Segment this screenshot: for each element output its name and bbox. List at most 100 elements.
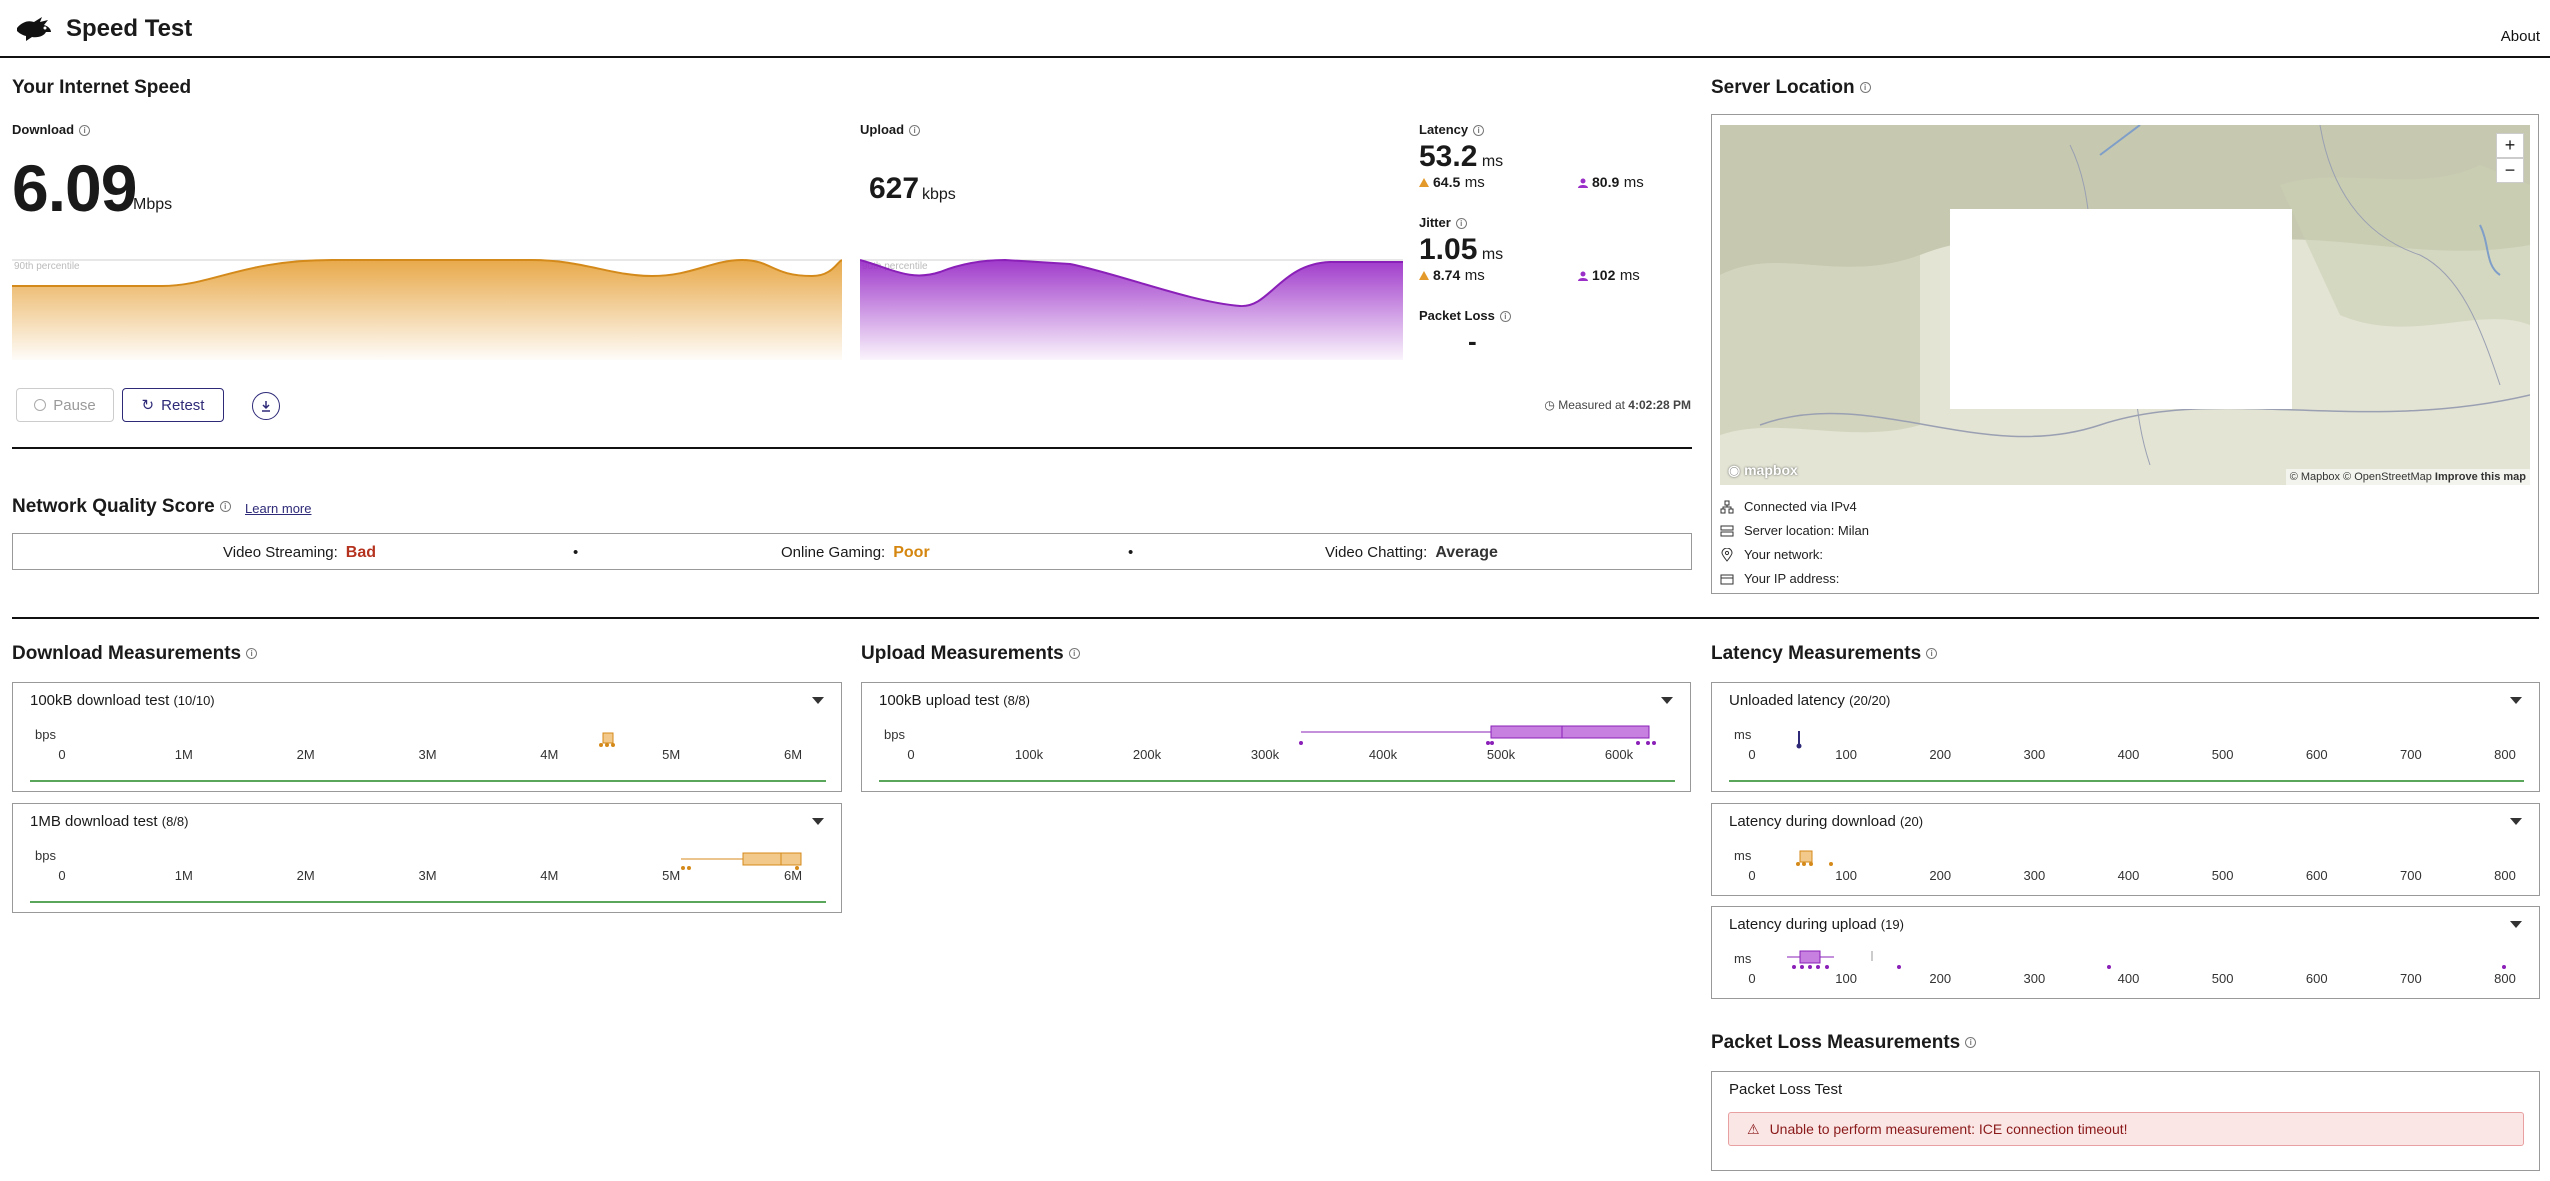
axis-tick-label: 100 (1835, 971, 1857, 986)
latency-label-text: Latency (1419, 122, 1469, 137)
pause-button[interactable]: Pause (16, 388, 114, 422)
jitter-info-icon[interactable]: i (1455, 218, 1467, 230)
chevron-down-icon[interactable] (2510, 818, 2522, 825)
axis-unit: bps (884, 727, 905, 742)
axis-tick-label: 400k (1368, 747, 1398, 762)
axis-tick-label: 300 (2023, 747, 2046, 762)
zoom-out-button[interactable]: − (2496, 158, 2524, 183)
card-title[interactable]: Latency during download (20) (1729, 813, 1923, 830)
upload-measurements-title: Upload Measurements i (861, 643, 1080, 665)
upload-100kb-boxplot (1299, 725, 1656, 745)
nqs-info-icon[interactable]: i (219, 501, 231, 513)
card-title[interactable]: Latency during upload (19) (1729, 916, 1904, 933)
card-icon (1720, 574, 1734, 584)
jitter-label-text: Jitter (1419, 215, 1451, 230)
latency-info-icon[interactable]: i (1473, 125, 1485, 137)
axis-baseline (879, 780, 1675, 782)
map-attribution-text[interactable]: © Mapbox © OpenStreetMap (2289, 471, 2432, 483)
pause-button-label: Pause (53, 396, 96, 414)
improve-map-link[interactable]: Improve this map (2434, 471, 2526, 483)
upload-person-icon (1578, 178, 1588, 188)
server-row-ip-version: Connected via IPv4 (1720, 499, 1857, 514)
axis-tick-label: 600 (2305, 868, 2328, 883)
download-info-icon[interactable]: i (79, 125, 91, 137)
axis-tick-label: 1M (174, 868, 193, 883)
download-results-button[interactable] (252, 392, 280, 420)
zoom-in-button[interactable]: + (2496, 133, 2524, 158)
download-percentile-label: 90th percentile (14, 261, 80, 272)
packet-loss-error-text: Unable to perform measurement: ICE conne… (1769, 1121, 2128, 1137)
axis-tick-label: 5M (662, 868, 681, 883)
latency-upload-sub: 80.9 ms (1578, 174, 1644, 192)
mapbox-logo[interactable]: ◉ mapbox (1728, 462, 1798, 479)
card-title[interactable]: 100kB upload test (8/8) (879, 692, 1030, 709)
axis-tick-label: 200 (1929, 747, 1952, 762)
nqs-box: Video Streaming: Bad • Online Gaming: Poor… (12, 533, 1692, 570)
card-title-text: 100kB download test (30, 692, 170, 709)
axis-tick-label: 700 (2400, 747, 2422, 762)
packet-loss-value: - (1468, 326, 1477, 356)
download-value: 6.09 (12, 151, 137, 225)
card-title[interactable]: 100kB download test (10/10) (30, 692, 215, 709)
card-title-text: 1MB download test (30, 813, 158, 830)
jitter-label: Jitter i (1419, 215, 1467, 230)
packet-loss-measurements-info-icon[interactable]: i (1965, 1037, 1977, 1049)
warning-icon: ⚠ (1747, 1120, 1760, 1137)
nqs-video-chatting: Video Chatting: Average (1325, 544, 1498, 562)
axis-tick-label: 300 (2023, 868, 2046, 883)
chevron-down-icon[interactable] (812, 818, 824, 825)
latency-upload-unit: ms (1623, 174, 1644, 191)
download-1mb-card: 1MB download test (8/8) bps 0 1M 2M 3M 4M 5M 6… (12, 803, 842, 913)
axis-tick-label: 6M (783, 868, 803, 883)
app-title: Speed Test (66, 15, 193, 42)
card-title[interactable]: Unloaded latency (20/20) (1729, 692, 1890, 709)
app-header: Speed Test About (0, 0, 2550, 58)
measured-at: ◷ Measured at 4:02:28 PM (1544, 398, 1691, 412)
chevron-down-icon[interactable] (2510, 697, 2522, 704)
your-network-text: Your network: (1744, 547, 1824, 562)
nqs-online-gaming-label: Online Gaming: (781, 544, 886, 561)
download-measurements-title: Download Measurements i (12, 643, 258, 665)
packet-loss-info-icon[interactable]: i (1499, 311, 1511, 323)
axis-tick-label: 500k (1486, 747, 1516, 762)
axis-tick-label: 6M (783, 747, 803, 762)
about-link[interactable]: About (2500, 28, 2540, 45)
axis-tick-label: 0 (1748, 971, 1756, 986)
packet-loss-measurements-title: Packet Loss Measurements i (1711, 1032, 1977, 1054)
chevron-down-icon[interactable] (2510, 921, 2522, 928)
upload-info-icon[interactable]: i (909, 125, 921, 137)
your-ip-text: Your IP address: (1744, 571, 1840, 586)
server-row-network: Your network: (1720, 547, 1823, 562)
card-title[interactable]: 1MB download test (8/8) (30, 813, 188, 830)
download-1mb-boxplot (681, 852, 802, 870)
speed-section-title: Your Internet Speed (12, 77, 191, 99)
card-title-text: 100kB upload test (879, 692, 1000, 709)
server-location-title-text: Server Location (1711, 77, 1855, 98)
axis-tick-label: 3M (418, 747, 437, 762)
axis-unit: ms (1734, 727, 1752, 742)
axis-baseline (30, 901, 826, 903)
mapbox-logo-text: mapbox (1744, 462, 1798, 478)
download-arrow-icon (1419, 178, 1429, 187)
axis-unit: ms (1734, 951, 1752, 966)
location-pin-icon (1721, 547, 1733, 562)
latency-measurements-info-icon[interactable]: i (1926, 648, 1938, 660)
chevron-down-icon[interactable] (1661, 697, 1673, 704)
latency-download-value: 64.5 (1433, 174, 1461, 190)
retest-button[interactable]: ↻ Retest (122, 388, 224, 422)
axis-tick-label: 700 (2400, 868, 2422, 883)
learn-more-link[interactable]: Learn more (245, 501, 312, 516)
download-arrow-icon (1419, 271, 1429, 280)
download-measurements-info-icon[interactable]: i (246, 648, 258, 660)
unloaded-latency-boxplot (1796, 731, 1802, 749)
packet-loss-card-title: Packet Loss Test (1729, 1081, 1843, 1098)
upload-measurements-info-icon[interactable]: i (1068, 648, 1080, 660)
speed-section-title-text: Your Internet Speed (12, 77, 192, 98)
chevron-down-icon[interactable] (812, 697, 824, 704)
nqs-title-text: Network Quality Score (12, 496, 215, 517)
axis-tick-label: 2M (296, 747, 315, 762)
server-map[interactable]: + − ◉ mapbox © Mapbox © OpenStreetMap Im… (1720, 125, 2530, 485)
server-info-icon[interactable]: i (1859, 82, 1871, 94)
nqs-video-chatting-value: Average (1435, 544, 1498, 561)
upload-measurements-title-text: Upload Measurements (861, 643, 1064, 664)
